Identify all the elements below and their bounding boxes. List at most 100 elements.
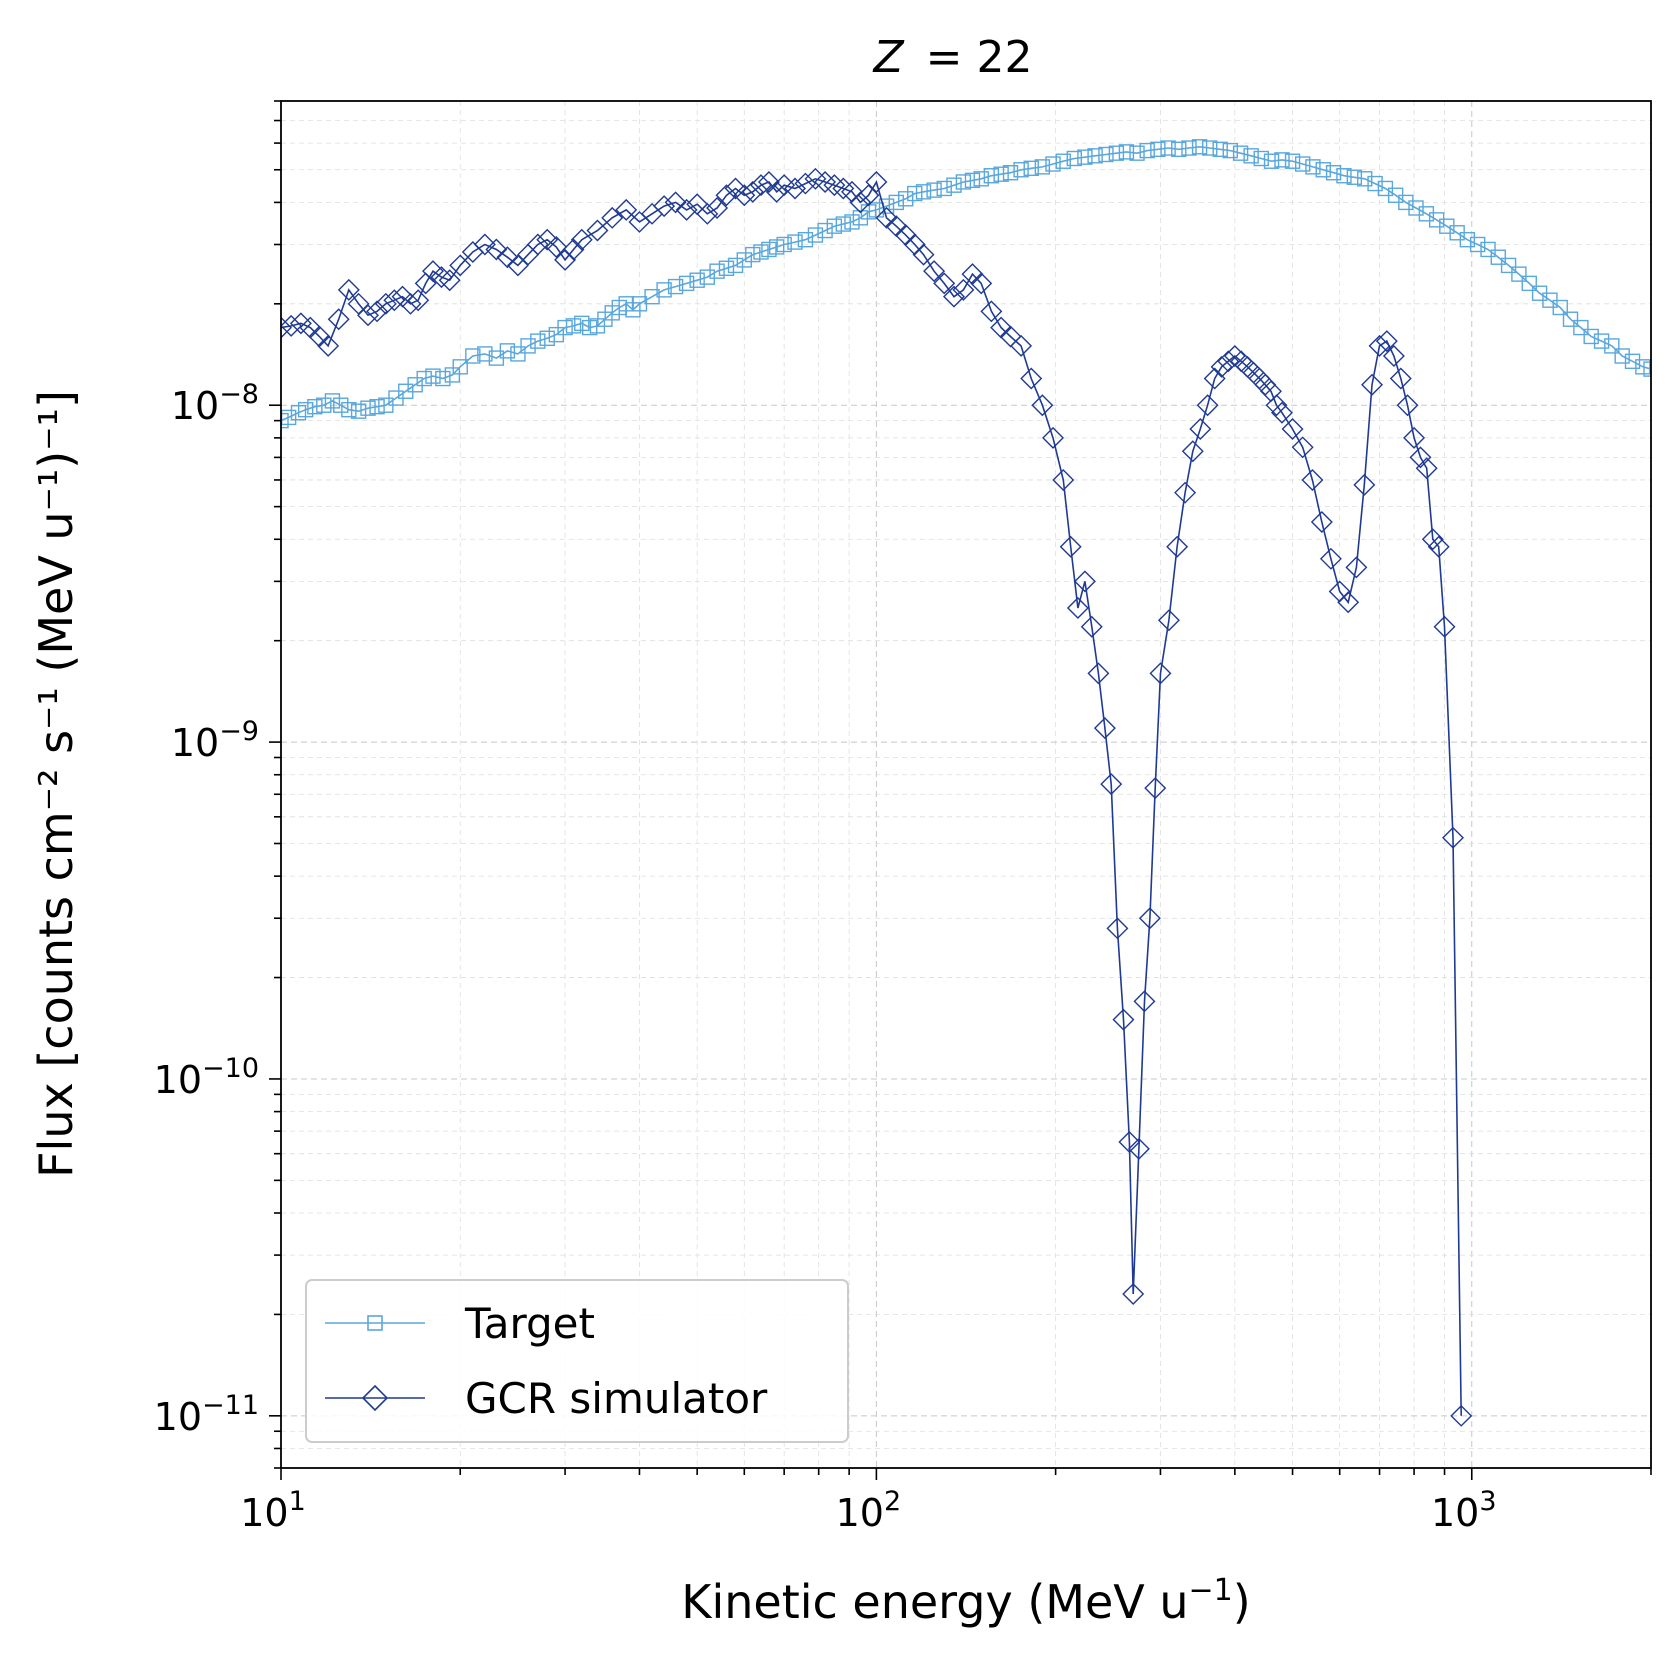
data-point-gcr-simulator: [875, 206, 898, 229]
data-point-gcr-simulator: [715, 184, 738, 207]
data-point-gcr-simulator: [823, 174, 846, 197]
data-point-gcr-simulator: [849, 191, 872, 214]
data-point-gcr-simulator: [1396, 394, 1419, 417]
data-point-gcr-simulator: [1118, 1130, 1141, 1153]
data-point-gcr-simulator: [1281, 418, 1304, 440]
data-point-target: [1171, 141, 1187, 158]
data-point-gcr-simulator: [1166, 535, 1189, 558]
data-point-gcr-simulator: [923, 260, 946, 283]
data-point-gcr-simulator: [473, 233, 496, 256]
data-point-target: [1222, 142, 1238, 159]
data-point-gcr-simulator: [696, 202, 719, 225]
data-point-target: [425, 368, 441, 384]
data-point-gcr-simulator: [1066, 597, 1089, 620]
data-point-target: [1191, 139, 1208, 155]
data-point-target: [1055, 153, 1071, 169]
data-point-gcr-simulator: [366, 300, 389, 323]
data-point-gcr-simulator: [1122, 1282, 1145, 1305]
data-point-target: [1469, 236, 1486, 253]
data-point-gcr-simulator: [749, 174, 772, 197]
data-point-target: [1118, 144, 1135, 160]
data-point-target: [510, 346, 526, 362]
data-point-gcr-simulator: [1157, 609, 1180, 632]
data-point-gcr-simulator: [1265, 394, 1288, 417]
data-point-target: [667, 278, 684, 295]
data-point-gcr-simulator: [438, 269, 461, 292]
data-point-gcr-simulator: [1361, 373, 1384, 396]
legend-item-target: Target: [325, 1299, 595, 1348]
data-point-target: [926, 182, 942, 198]
legend-target-marker: [367, 1315, 383, 1331]
data-point-gcr-simulator: [1149, 662, 1172, 685]
x-axis-label-sup: −1: [1189, 1573, 1233, 1608]
data-point-gcr-simulator: [601, 206, 624, 229]
data-point-gcr-simulator: [1389, 367, 1412, 390]
data-point-target: [307, 398, 323, 415]
data-point-target: [350, 403, 367, 419]
x-axis-label-main: Kinetic energy (MeV u: [681, 1575, 1188, 1629]
data-point-target: [888, 194, 904, 211]
data-point-target: [582, 319, 598, 336]
data-point-target: [1357, 171, 1373, 187]
chart-title: Z = 22: [873, 32, 1033, 83]
legend-box: [305, 1279, 849, 1443]
data-point-gcr-simulator: [1271, 401, 1293, 424]
data-point-target: [369, 398, 385, 415]
data-point-target: [416, 370, 432, 387]
series-layer: [281, 139, 1651, 1427]
data-point-target: [1139, 142, 1155, 159]
chart-title-value: = 22: [926, 32, 1033, 83]
data-point-gcr-simulator: [1203, 367, 1226, 390]
data-point-target: [1263, 153, 1280, 169]
data-point-gcr-simulator: [383, 289, 406, 312]
y-axis-label: Flux [counts cm⁻² s⁻¹ (MeV u⁻¹)⁻¹]: [29, 390, 83, 1178]
data-point-target: [1202, 140, 1218, 156]
plot-frame: [280, 100, 1652, 1469]
data-point-target: [499, 343, 516, 359]
data-point-gcr-simulator: [1020, 367, 1043, 390]
data-point-target: [736, 252, 752, 268]
data-point-gcr-simulator: [1100, 773, 1123, 796]
data-point-target: [936, 180, 952, 197]
data-point-target: [878, 198, 895, 214]
data-point-gcr-simulator: [724, 177, 747, 200]
data-point-gcr-simulator: [1052, 468, 1075, 491]
data-point-gcr-simulator: [1427, 535, 1450, 558]
data-point-gcr-simulator: [1301, 468, 1324, 491]
data-point-gcr-simulator: [832, 177, 855, 200]
data-point-target: [1077, 149, 1093, 165]
data-point-target: [745, 246, 761, 263]
data-point-gcr-simulator: [1059, 535, 1082, 558]
data-point-gcr-simulator: [1368, 334, 1391, 357]
data-point-target: [1573, 319, 1589, 336]
data-point-target: [1212, 141, 1228, 158]
data-point-target: [1129, 145, 1145, 161]
x-axis-label: Kinetic energy (MeV u−1): [681, 1573, 1250, 1629]
x-tick-label: 102: [836, 1486, 902, 1535]
data-point-target: [656, 282, 672, 298]
data-point-target: [407, 377, 423, 393]
data-point-target: [1294, 156, 1311, 172]
data-point-gcr-simulator: [1127, 1137, 1150, 1160]
data-point-target: [844, 214, 860, 230]
legend-gcr-marker: [361, 1384, 389, 1412]
data-point-gcr-simulator: [757, 170, 780, 193]
data-point-gcr-simulator: [496, 246, 519, 269]
data-point-target: [1336, 168, 1352, 184]
data-point-gcr-simulator: [1093, 717, 1116, 740]
data-point-target: [797, 231, 814, 248]
data-point-target: [727, 257, 744, 274]
data-point-target: [360, 400, 376, 416]
data-point-gcr-simulator: [570, 228, 593, 251]
data-point-gcr-simulator: [933, 272, 956, 295]
data-point-target: [1583, 328, 1599, 345]
data-point-target: [1108, 145, 1125, 161]
data-point-target: [1635, 359, 1651, 375]
data-point-target: [753, 244, 769, 260]
data-point-target: [1034, 159, 1051, 175]
data-point-gcr-simulator: [1080, 615, 1103, 638]
data-point-gcr-simulator: [281, 316, 292, 339]
data-point-target: [946, 177, 962, 193]
data-point-target: [1593, 333, 1610, 349]
data-point-target: [530, 333, 546, 349]
